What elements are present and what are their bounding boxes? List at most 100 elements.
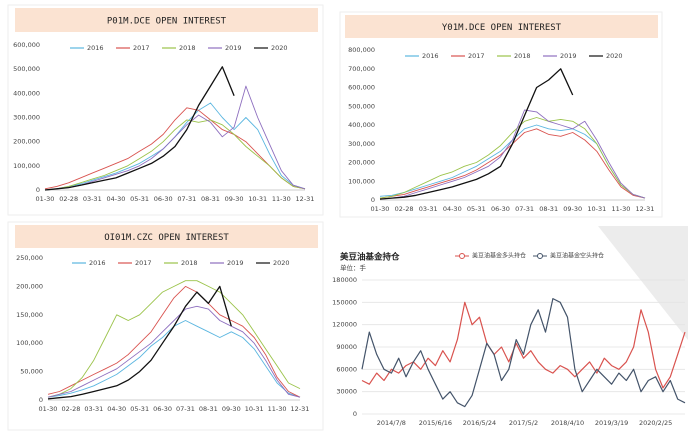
series-line (44, 107, 306, 190)
y-tick-label: 100,000 (13, 162, 40, 170)
x-tick-label: 01-30 (36, 195, 55, 203)
y-tick-label: 300,000 (13, 114, 40, 122)
legend-label: 2017 (133, 44, 150, 52)
x-tick-label: 04-30 (107, 405, 126, 413)
y-tick-label: 120000 (332, 321, 357, 329)
panel (7, 4, 324, 216)
x-tick-label: 09-30 (225, 195, 244, 203)
y-tick-label: 250,000 (16, 254, 43, 262)
x-tick-label: 08-31 (539, 205, 558, 213)
x-tick-label: 2020/2/25 (639, 419, 672, 427)
legend-marker (537, 253, 543, 259)
y-tick-label: 60000 (336, 365, 357, 373)
x-tick-label: 08-31 (201, 195, 220, 203)
chart-subtitle: 单位：手 (340, 263, 367, 272)
y-tick-label: 150,000 (16, 311, 43, 319)
x-tick-label: 02-28 (61, 405, 80, 413)
legend-label: 2018 (514, 52, 531, 60)
legend-label: 2019 (560, 52, 577, 60)
y-tick-label: 90000 (336, 343, 357, 351)
panel (339, 11, 663, 218)
chart-title: 美豆油基金持仓 (340, 252, 400, 263)
y-tick-label: 0 (39, 396, 43, 404)
x-tick-label: 07-31 (176, 405, 195, 413)
y-tick-label: 30000 (336, 388, 357, 396)
y-tick-label: 400,000 (348, 121, 375, 129)
x-tick-label: 02-28 (59, 195, 78, 203)
legend-label: 2018 (181, 259, 198, 267)
x-tick-label: 05-31 (467, 205, 486, 213)
title-box (15, 8, 318, 32)
x-tick-label: 04-30 (443, 205, 462, 213)
y-tick-label: 100,000 (16, 339, 43, 347)
series-line (361, 301, 686, 389)
x-tick-label: 11-30 (268, 405, 287, 413)
decoration (598, 226, 688, 340)
x-tick-label: 12-31 (296, 195, 315, 203)
x-tick-label: 10-31 (248, 195, 267, 203)
y-tick-label: 400,000 (13, 89, 40, 97)
legend-label: 2018 (179, 44, 196, 52)
x-tick-label: 09-30 (222, 405, 241, 413)
x-tick-label: 2017/5/2 (509, 419, 538, 427)
x-tick-label: 05-31 (130, 195, 149, 203)
y-tick-label: 0 (36, 186, 40, 194)
y-tick-label: 200,000 (16, 282, 43, 290)
series-line (47, 285, 232, 400)
y-tick-label: 200,000 (13, 138, 40, 146)
panel (7, 221, 324, 431)
series-line (361, 298, 686, 408)
series-line (379, 109, 646, 200)
legend-marker (459, 253, 465, 259)
x-tick-label: 12-31 (636, 205, 655, 213)
x-tick-label: 12-31 (291, 405, 310, 413)
series-line (47, 305, 301, 398)
y-tick-label: 700,000 (348, 65, 375, 73)
y-tick-label: 600,000 (13, 41, 40, 49)
x-tick-label: 06-30 (154, 195, 173, 203)
legend-label: 2016 (89, 259, 106, 267)
title-box (15, 225, 318, 248)
x-tick-label: 02-28 (395, 205, 414, 213)
legend-label: 美豆油基金多头持仓 (472, 252, 526, 260)
y-tick-label: 200,000 (348, 159, 375, 167)
x-tick-label: 05-31 (130, 405, 149, 413)
title-box (345, 15, 658, 38)
y-tick-label: 800,000 (348, 46, 375, 54)
y-tick-label: 100,000 (348, 177, 375, 185)
legend-label: 2019 (227, 259, 244, 267)
y-tick-label: 600,000 (348, 84, 375, 92)
legend-label: 2020 (606, 52, 623, 60)
legend-label: 2019 (225, 44, 242, 52)
series-line (47, 285, 301, 398)
x-tick-label: 03-31 (83, 195, 102, 203)
y-tick-label: 0 (371, 196, 375, 204)
series-line (379, 117, 646, 199)
y-tick-label: 150000 (332, 298, 357, 306)
x-tick-label: 11-30 (611, 205, 630, 213)
y-tick-label: 300,000 (348, 140, 375, 148)
legend-label: 2017 (135, 259, 152, 267)
x-tick-label: 10-31 (245, 405, 264, 413)
series-line (47, 280, 301, 398)
y-tick-label: 50,000 (20, 368, 43, 376)
series-line (44, 85, 306, 191)
x-tick-label: 04-30 (106, 195, 125, 203)
x-tick-label: 06-30 (491, 205, 510, 213)
y-tick-label: 0 (353, 410, 357, 418)
y-tick-label: 180000 (332, 276, 357, 284)
x-tick-label: 2014/7/8 (377, 419, 406, 427)
x-tick-label: 03-31 (84, 405, 103, 413)
x-tick-label: 06-30 (153, 405, 172, 413)
legend-label: 美豆油基金空头持仓 (550, 252, 604, 260)
x-tick-label: 01-30 (39, 405, 58, 413)
chart-title: Y01M.DCE OPEN INTEREST (442, 23, 562, 33)
legend-label: 2020 (271, 44, 288, 52)
series-line (44, 119, 306, 191)
x-tick-label: 2016/5/24 (463, 419, 496, 427)
legend-label: 2016 (87, 44, 104, 52)
x-tick-label: 10-31 (587, 205, 606, 213)
x-tick-label: 2018/4/10 (551, 419, 584, 427)
x-tick-label: 09-30 (563, 205, 582, 213)
